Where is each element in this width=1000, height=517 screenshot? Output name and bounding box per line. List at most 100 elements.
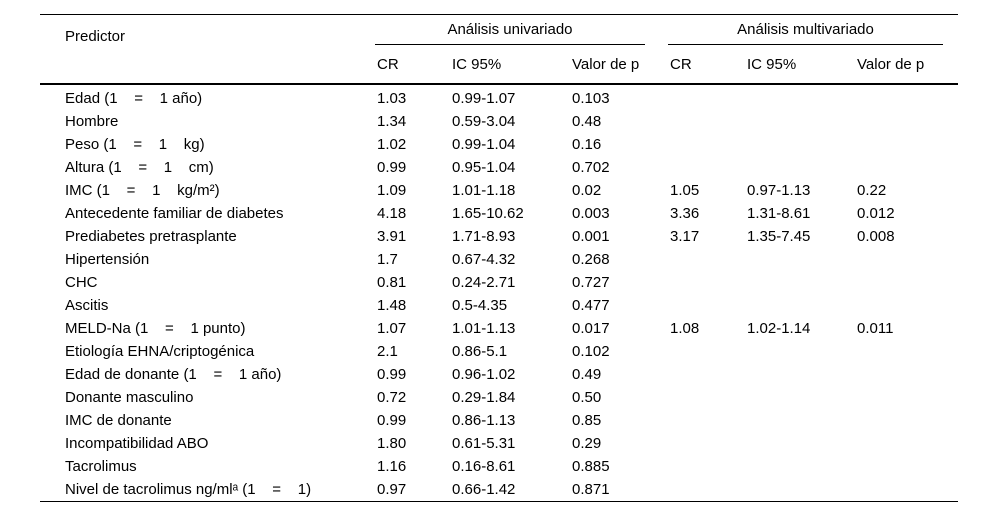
multi-cr-cell	[668, 340, 745, 363]
multivariate-group-header: Análisis multivariado	[668, 15, 958, 45]
table-row: Prediabetes pretrasplante 3.91 1.71-8.93 0.…	[40, 225, 958, 248]
multi-ic95-cell	[745, 340, 855, 363]
uni-ic95-cell: 1.65-10.62	[452, 205, 524, 222]
multi-pvalue-cell	[855, 386, 958, 409]
multi-pvalue-cell: 0.22	[857, 182, 887, 199]
multi-ic95-cell: 1.02-1.14	[747, 320, 811, 337]
multi-cr-cell	[668, 363, 745, 386]
group-header-row: Predictor Análisis univariado Análisis m…	[40, 15, 958, 45]
regression-results-table: Predictor Análisis univariado Análisis m…	[40, 14, 958, 502]
sub-header-row: CR IC 95% Valor de p CR IC 95% Valor de …	[40, 45, 958, 85]
multi-cr-cell	[668, 156, 745, 179]
multi-pvalue-cell	[855, 248, 958, 271]
uni-pvalue-cell: 0.85	[572, 412, 602, 429]
multi-ic95-cell	[745, 110, 855, 133]
predictor-cell: Donante masculino	[65, 389, 194, 406]
uni-pvalue-cell: 0.001	[572, 228, 610, 245]
multi-pvalue-cell	[855, 84, 958, 110]
uni-cr-column-header: CR	[375, 45, 450, 85]
uni-pvalue-cell: 0.003	[572, 205, 610, 222]
uni-ic95-cell: 0.59-3.04	[452, 113, 516, 130]
multi-ic95-cell	[745, 294, 855, 317]
predictor-cell: Incompatibilidad ABO	[65, 435, 209, 452]
uni-ic95-cell: 0.16-8.61	[452, 458, 516, 475]
table-row: Peso (1 = 1 kg) 1.02 0.99-1.04 0.16	[40, 133, 958, 156]
uni-cr-cell: 1.09	[377, 182, 407, 199]
multi-pvalue-cell	[855, 271, 958, 294]
table-row: Incompatibilidad ABO 1.80 0.61-5.31 0.29	[40, 432, 958, 455]
multi-pvalue-cell: 0.011	[857, 320, 894, 337]
predictor-cell: Antecedente familiar de diabetes	[65, 205, 284, 222]
uni-ic95-cell: 1.01-1.18	[452, 182, 516, 199]
uni-ic95-cell: 0.67-4.32	[452, 251, 516, 268]
multi-ic95-cell: 1.31-8.61	[747, 205, 811, 222]
multi-pvalue-cell	[855, 133, 958, 156]
multi-cr-cell	[668, 133, 745, 156]
multi-cr-cell: 1.05	[670, 182, 700, 199]
uni-pvalue-cell: 0.103	[572, 90, 610, 107]
multi-cr-column-header: CR	[668, 45, 745, 85]
uni-ic95-cell: 0.66-1.42	[452, 481, 516, 498]
uni-cr-cell: 2.1	[377, 343, 398, 360]
predictor-cell: IMC (1 = 1 kg/m²)	[65, 182, 220, 199]
uni-pvalue-cell: 0.702	[572, 159, 610, 176]
table-row: IMC (1 = 1 kg/m²) 1.09 1.01-1.18 0.02 1.05 0.…	[40, 179, 958, 202]
multi-pvalue-cell	[855, 110, 958, 133]
uni-cr-cell: 1.80	[377, 435, 407, 452]
uni-cr-cell: 1.03	[377, 90, 407, 107]
uni-pvalue-cell: 0.727	[572, 274, 610, 291]
uni-cr-cell: 0.99	[377, 366, 407, 383]
uni-ic95-cell: 0.29-1.84	[452, 389, 516, 406]
table-row: Edad de donante (1 = 1 año) 0.99 0.96-1.02…	[40, 363, 958, 386]
multi-cr-cell	[668, 84, 745, 110]
uni-ic95-cell: 0.95-1.04	[452, 159, 516, 176]
predictor-cell: Etiología EHNA/criptogénica	[65, 343, 255, 360]
uni-pvalue-cell: 0.102	[572, 343, 610, 360]
multivariate-group-label: Análisis multivariado	[668, 21, 943, 45]
uni-cr-cell: 3.91	[377, 228, 407, 245]
uni-pvalue-cell: 0.268	[572, 251, 610, 268]
multi-pvalue-cell	[855, 478, 958, 502]
multi-cr-cell	[668, 248, 745, 271]
uni-cr-cell: 0.81	[377, 274, 407, 291]
table-row: CHC 0.81 0.24-2.71 0.727	[40, 271, 958, 294]
multi-pvalue-cell	[855, 294, 958, 317]
table-row: Nivel de tacrolimus ng/mlᵃ (1 = 1) 0.97 0.…	[40, 478, 958, 502]
uni-ic95-cell: 0.86-5.1	[452, 343, 508, 360]
multi-cr-cell	[668, 478, 745, 502]
predictor-cell: Edad (1 = 1 año)	[65, 90, 203, 107]
multi-pvalue-cell	[855, 432, 958, 455]
multi-ic95-cell	[745, 363, 855, 386]
uni-pvalue-cell: 0.885	[572, 458, 610, 475]
predictor-cell: Prediabetes pretrasplante	[65, 228, 237, 245]
predictor-cell: Altura (1 = 1 cm)	[65, 159, 214, 176]
predictor-cell: CHC	[65, 274, 98, 291]
uni-ic95-cell: 0.5-4.35	[452, 297, 508, 314]
uni-cr-cell: 0.99	[377, 159, 407, 176]
multi-cr-cell	[668, 294, 745, 317]
multi-ic95-cell	[745, 156, 855, 179]
predictor-cell: Hipertensión	[65, 251, 150, 268]
uni-cr-cell: 4.18	[377, 205, 407, 222]
predictor-cell: Hombre	[65, 113, 119, 130]
table-row: Edad (1 = 1 año) 1.03 0.99-1.07 0.103	[40, 84, 958, 110]
uni-cr-cell: 1.07	[377, 320, 407, 337]
multi-ic95-cell: 1.35-7.45	[747, 228, 811, 245]
multi-pvalue-cell: 0.008	[857, 228, 895, 245]
uni-pvalue-cell: 0.50	[572, 389, 602, 406]
uni-cr-cell: 0.97	[377, 481, 407, 498]
multi-pvalue-cell	[855, 156, 958, 179]
multi-cr-cell	[668, 386, 745, 409]
univariate-group-header: Análisis univariado	[375, 15, 668, 45]
multi-cr-cell	[668, 110, 745, 133]
multi-pvalue-cell	[855, 409, 958, 432]
uni-cr-cell: 0.99	[377, 412, 407, 429]
multi-ic95-cell	[745, 84, 855, 110]
multi-pvalue-column-header: Valor de p	[855, 45, 958, 85]
uni-pvalue-cell: 0.871	[572, 481, 610, 498]
predictor-cell: Edad de donante (1 = 1 año)	[65, 366, 282, 383]
uni-cr-cell: 1.34	[377, 113, 407, 130]
uni-cr-cell: 1.02	[377, 136, 407, 153]
table-row: Etiología EHNA/criptogénica 2.1 0.86-5.1 0.…	[40, 340, 958, 363]
uni-pvalue-cell: 0.49	[572, 366, 602, 383]
